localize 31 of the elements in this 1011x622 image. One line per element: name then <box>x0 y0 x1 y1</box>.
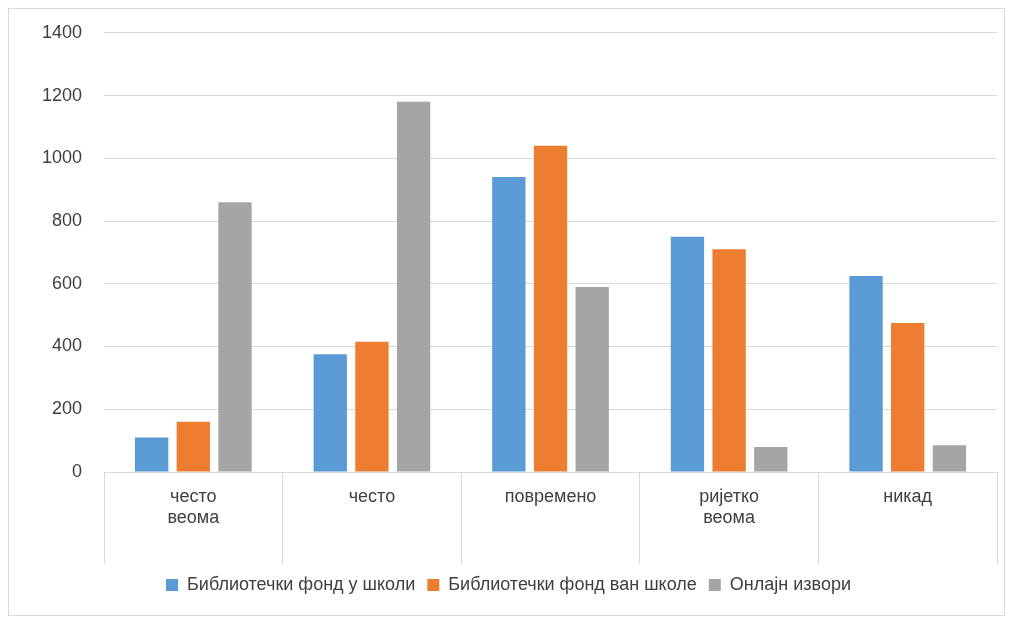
bar <box>176 421 211 472</box>
bar <box>712 249 746 472</box>
legend-label: Онлајн извори <box>729 573 851 594</box>
y-tick-label: 200 <box>52 398 83 419</box>
bar <box>891 322 925 472</box>
y-tick-label: 1000 <box>42 147 83 168</box>
bar <box>492 177 526 472</box>
y-tick-label: 1200 <box>42 84 83 105</box>
x-tick-label: повремено <box>504 485 597 506</box>
y-tick-label: 0 <box>72 460 83 481</box>
y-tick-label: 600 <box>52 272 83 293</box>
y-tick-label: 400 <box>52 335 83 356</box>
y-tick-label: 1400 <box>42 21 83 42</box>
x-tick-label: често веома <box>167 485 221 528</box>
x-tick-label: често <box>348 485 396 506</box>
bar <box>355 341 389 472</box>
legend-label: Библиотечки фонд у школи <box>187 573 416 594</box>
x-tick-label: никад <box>883 485 933 506</box>
bar <box>533 145 568 472</box>
x-tick-label: ријетко веома <box>699 485 760 528</box>
bar <box>849 275 883 472</box>
bar <box>575 286 609 472</box>
bar <box>135 437 169 472</box>
bar <box>754 446 788 472</box>
bar <box>313 354 347 472</box>
legend-label: Библиотечки фонд ван школе <box>448 573 697 594</box>
y-tick-label: 800 <box>52 210 83 230</box>
bar <box>218 202 252 472</box>
bar <box>670 236 705 472</box>
bar <box>396 101 431 472</box>
bar <box>932 445 967 472</box>
